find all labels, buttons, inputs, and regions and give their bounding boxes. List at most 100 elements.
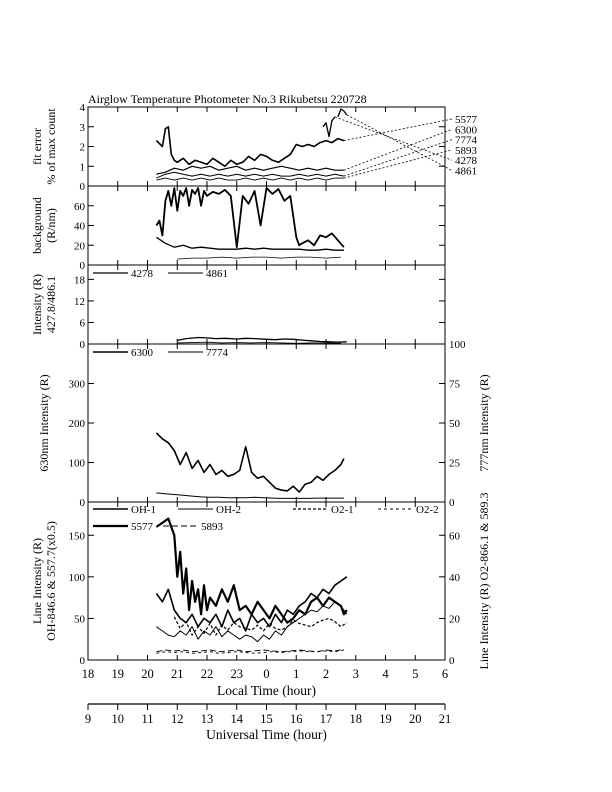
ut-tick-label: 14 [231,712,244,726]
ut-tick-label: 13 [201,712,214,726]
local-tick-label: 20 [141,667,154,681]
series-4278 [177,336,347,343]
y-tick-label: 3 [80,122,86,134]
right-label-connector [343,118,453,141]
series-4861 [177,341,341,344]
right-y-tick-label: 20 [449,613,461,625]
local-tick-label: 6 [442,667,448,681]
series-5893 [156,648,344,653]
local-tick-label: 5 [412,667,418,681]
y-tick-label: 0 [80,339,86,351]
y-axis-label: 630nm Intensity (R) [37,374,51,471]
legend-label-oh-2: OH-2 [216,504,241,516]
y-axis-label: Intensity (R) [30,274,44,335]
series-o2-1 [173,616,348,636]
series-5577 [155,517,348,624]
ut-tick-label: 16 [290,712,303,726]
y-tick-label: 0 [80,655,86,667]
y-tick-label: 200 [69,418,86,430]
right-y-tick-label: 40 [449,572,461,584]
right-label-connector [334,116,453,161]
panel-frame [87,185,446,266]
series-bg-low [156,236,344,251]
panel-oh-o2: 0 50 100 150 0 20 40 60 Line Intensity (R) OH-846… [30,493,491,670]
right-y-axis-label: Line Intensity (R) O2-866.1 & 589.3 [477,493,491,670]
y-tick-label: 0 [80,497,86,509]
y-tick-label: 0 [80,260,86,272]
series-bg-high [155,187,345,249]
y-axis-label: background [30,197,44,254]
legend-label-4278: 4278 [131,268,154,280]
series-bg-floor [177,256,341,260]
y-tick-label: 20 [74,240,86,252]
y-tick-label: 150 [69,530,86,542]
y-tick-label: 6 [80,317,86,329]
legend-label-5577: 5577 [131,521,154,533]
right-y-tick-label: 25 [449,458,461,470]
y-tick-label: 4 [80,102,86,114]
local-tick-label: 2 [323,667,329,681]
y-tick-label: 100 [69,458,86,470]
right-y-tick-label: 0 [449,497,455,509]
local-tick-label: 3 [353,667,359,681]
right-y-tick-label: 0 [449,655,455,667]
y-tick-label: 300 [69,379,86,391]
y-axis-label: % of max count [44,108,58,185]
legend-label-4861: 4861 [206,268,228,280]
ut-tick-label: 15 [260,712,273,726]
right-label-connector [346,114,453,171]
ut-tick-label: 18 [350,712,363,726]
y-tick-label: 50 [74,613,86,625]
y-axis-label: (R/nm) [44,208,58,243]
series-5577 [155,126,345,168]
ut-tick-label: 21 [439,712,452,726]
legend-label-oh-1: OH-1 [131,504,156,516]
right-label-6300: 6300 [455,124,478,136]
right-y-tick-label: 50 [449,418,461,430]
right-label-4278: 4278 [455,155,478,167]
series-6300 [155,432,345,493]
ut-tick-label: 19 [379,712,392,726]
y-tick-label: 18 [74,274,86,286]
local-tick-label: 23 [231,667,244,681]
y-axis-label: fit error [30,128,44,165]
series-4861 [337,108,348,118]
series-oh-2 [156,601,348,643]
right-y-tick-label: 60 [449,530,461,542]
ut-tick-label: 20 [409,712,422,726]
panel-frame [87,106,446,187]
series-4278 [322,116,336,138]
right-label-connector [343,128,453,171]
y-tick-label: 0 [80,181,86,193]
y-tick-label: 100 [69,572,86,584]
local-tick-label: 21 [171,667,184,681]
legend-label-7774: 7774 [206,347,229,359]
panel-red-lines: 0 100 200 300 0 25 50 75 100 630nm Intensity (R) 7… [37,339,491,509]
y-tick-label: 2 [80,142,86,154]
series-6300 [156,165,344,175]
right-label-4861: 4861 [455,166,477,178]
ut-tick-label: 17 [320,712,333,726]
right-y-axis-label: 777nm Intensity (R) [477,374,491,471]
universal-time-axis: 9 10 11 12 13 14 15 16 17 18 19 20 21 Universal Time … [85,703,452,742]
local-tick-label: 0 [263,667,269,681]
right-label-5577: 5577 [455,114,478,126]
ut-axis-title: Universal Time (hour) [206,727,327,742]
ut-tick-label: 9 [85,712,91,726]
panel-background: 0 20 40 60 background (R/nm) [30,185,446,272]
legend-label-o2-2: O2-2 [416,504,439,516]
legend-label-5893: 5893 [201,521,224,533]
series-7774 [156,492,344,499]
y-tick-label: 12 [74,296,85,308]
right-y-tick-label: 100 [449,339,466,351]
legend-label-o2-1: O2-1 [331,504,354,516]
ut-tick-label: 10 [112,712,125,726]
local-tick-label: 22 [201,667,214,681]
y-tick-label: 60 [74,201,86,213]
ut-tick-label: 11 [141,712,153,726]
ut-tick-label: 12 [171,712,184,726]
y-axis-label: OH-846.6 & 557.7(x0.5) [44,521,58,641]
